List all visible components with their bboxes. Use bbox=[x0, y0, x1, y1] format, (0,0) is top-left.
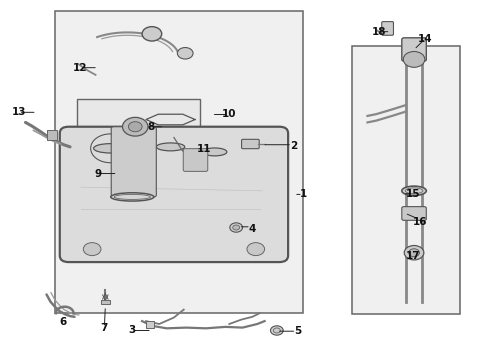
Text: 10: 10 bbox=[222, 109, 237, 120]
FancyBboxPatch shape bbox=[402, 207, 426, 220]
Circle shape bbox=[83, 243, 101, 256]
Ellipse shape bbox=[402, 186, 426, 195]
Text: 5: 5 bbox=[294, 326, 301, 336]
Ellipse shape bbox=[94, 144, 127, 153]
Text: 7: 7 bbox=[100, 323, 108, 333]
Ellipse shape bbox=[156, 143, 185, 151]
Ellipse shape bbox=[202, 148, 227, 156]
FancyBboxPatch shape bbox=[402, 38, 426, 61]
FancyBboxPatch shape bbox=[183, 149, 208, 171]
Bar bbox=[352, 46, 460, 314]
Circle shape bbox=[233, 225, 240, 230]
Text: 15: 15 bbox=[405, 189, 420, 199]
Bar bbox=[55, 11, 303, 313]
Text: 4: 4 bbox=[248, 224, 256, 234]
Text: 14: 14 bbox=[418, 33, 433, 44]
Text: 18: 18 bbox=[371, 27, 386, 37]
Text: 13: 13 bbox=[11, 107, 26, 117]
Bar bbox=[146, 321, 154, 328]
Text: 9: 9 bbox=[95, 168, 101, 179]
Text: 2: 2 bbox=[291, 141, 297, 151]
Circle shape bbox=[409, 249, 419, 257]
Circle shape bbox=[230, 223, 243, 232]
Text: 8: 8 bbox=[147, 122, 154, 132]
Ellipse shape bbox=[111, 193, 154, 201]
Bar bbox=[77, 99, 200, 211]
FancyBboxPatch shape bbox=[60, 127, 288, 262]
Text: 6: 6 bbox=[59, 317, 66, 327]
Text: 16: 16 bbox=[413, 217, 427, 228]
Circle shape bbox=[247, 243, 265, 256]
FancyBboxPatch shape bbox=[242, 139, 259, 149]
Circle shape bbox=[403, 51, 425, 67]
Circle shape bbox=[128, 122, 142, 132]
Bar bbox=[47, 130, 57, 140]
Circle shape bbox=[270, 326, 283, 335]
Circle shape bbox=[142, 27, 162, 41]
Text: 11: 11 bbox=[196, 144, 211, 154]
Text: 3: 3 bbox=[129, 325, 136, 336]
FancyBboxPatch shape bbox=[111, 127, 156, 197]
Text: 12: 12 bbox=[73, 63, 87, 73]
Circle shape bbox=[122, 117, 148, 136]
Circle shape bbox=[177, 48, 193, 59]
Bar bbox=[101, 300, 110, 304]
Circle shape bbox=[404, 246, 424, 260]
FancyBboxPatch shape bbox=[382, 22, 393, 35]
Text: 17: 17 bbox=[406, 251, 420, 261]
Text: 1: 1 bbox=[300, 189, 307, 199]
